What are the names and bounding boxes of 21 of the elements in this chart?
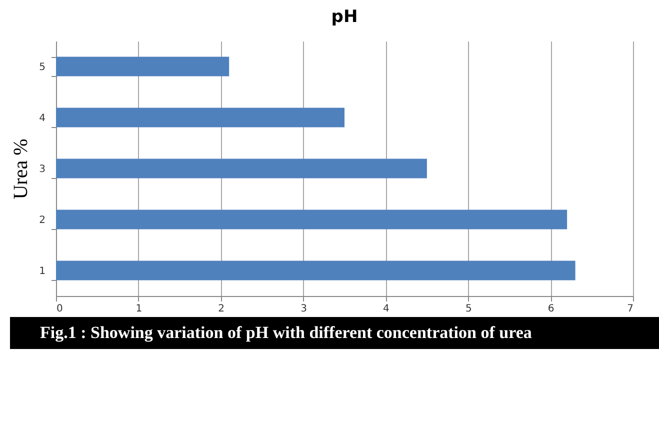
x-tick-label: 0 xyxy=(56,304,63,314)
x-tick-label: 5 xyxy=(465,304,472,314)
chart-title: pH xyxy=(331,7,358,27)
bar xyxy=(56,260,576,280)
x-tick-label: 2 xyxy=(218,304,225,314)
bar xyxy=(56,108,344,128)
x-tick-label: 4 xyxy=(383,304,390,314)
y-tick-label: 3 xyxy=(39,164,46,175)
x-tick-label: 6 xyxy=(548,304,554,314)
bar xyxy=(56,210,568,230)
y-tick-label: 2 xyxy=(39,215,46,226)
y-tick-label: 5 xyxy=(39,62,46,73)
bar xyxy=(56,158,427,178)
x-tick-label: 3 xyxy=(300,304,307,314)
y-tick-label: 4 xyxy=(39,113,46,124)
y-axis-title: Urea % xyxy=(10,138,32,200)
bar xyxy=(56,56,230,76)
x-tick-label: 7 xyxy=(627,304,634,314)
caption: Fig.1 : Showing variation of pH with different concentration of urea xyxy=(10,317,659,349)
x-tick-label: 1 xyxy=(136,304,142,314)
y-tick-label: 1 xyxy=(39,266,46,277)
